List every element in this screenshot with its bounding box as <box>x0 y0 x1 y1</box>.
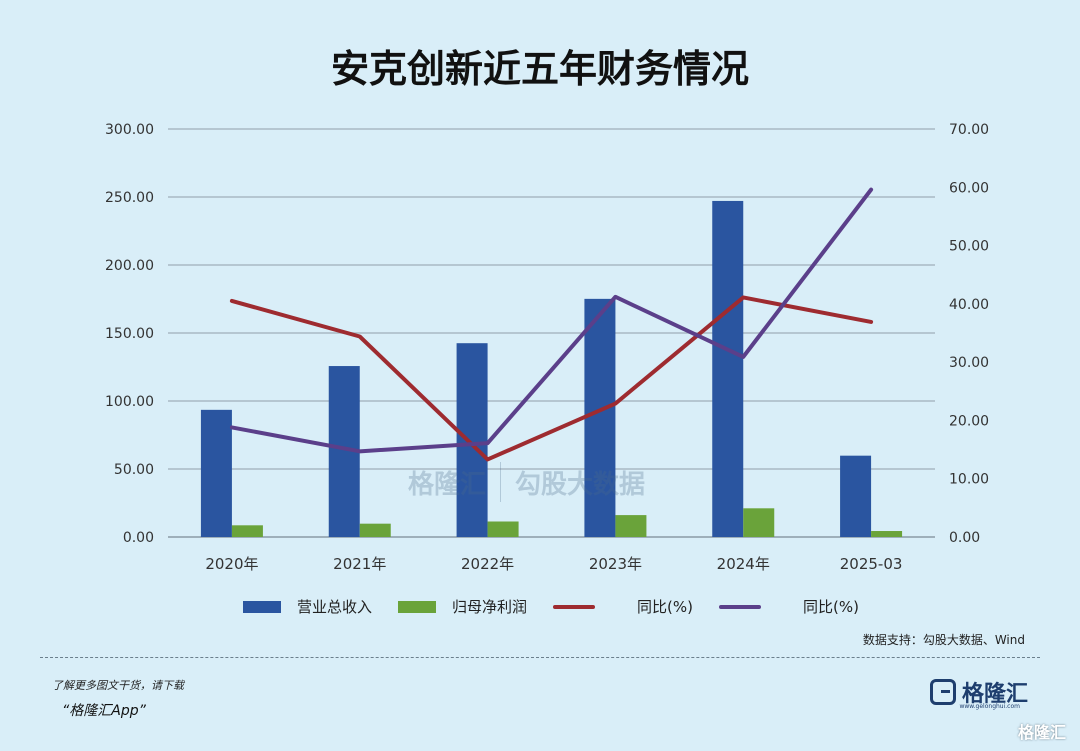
watermark-right: 勾股大数据 <box>515 469 646 500</box>
y-right-tick-label: 60.00 <box>949 180 989 196</box>
footer-app-name: “格隆汇App” <box>62 703 146 719</box>
y-left-tick-label: 100.00 <box>105 394 154 410</box>
y-left-tick-label: 150.00 <box>105 326 154 342</box>
y-right-tick-label: 50.00 <box>949 239 989 255</box>
legend-item-profit: 归母净利润 <box>398 596 527 617</box>
x-tick-label: 2022年 <box>461 555 514 573</box>
x-tick-label: 2021年 <box>333 555 386 573</box>
y-right-tick-label: 20.00 <box>949 413 989 429</box>
bar-profit <box>871 531 903 537</box>
legend-swatch-profit <box>398 600 437 613</box>
footer-divider <box>40 657 1040 658</box>
bar-revenue <box>200 409 232 537</box>
chart-title: 安克创新近五年财务情况 <box>330 47 749 91</box>
legend-item-yoy-purple: 同比(%) <box>719 596 859 617</box>
watermark: 格隆汇 勾股大数据 <box>408 462 645 502</box>
bar-profit <box>743 508 775 537</box>
y-left-tick-label: 0.00 <box>123 530 154 546</box>
legend-label-revenue: 营业总收入 <box>297 598 373 616</box>
watermark-separator <box>500 462 502 502</box>
logo-url: www.gelonghui.com <box>959 703 1020 710</box>
y-right-tick-label: 40.00 <box>949 297 989 313</box>
y-left-tick-label: 250.00 <box>105 190 154 206</box>
data-source: 数据支持：勾股大数据、Wind <box>862 633 1025 647</box>
logo-name: 格隆汇 <box>961 682 1028 707</box>
legend-item-revenue: 营业总收入 <box>243 596 372 617</box>
corner-watermark: 格隆汇 <box>1017 723 1066 742</box>
x-tick-label: 2023年 <box>589 555 642 573</box>
bar-revenue <box>712 200 744 537</box>
bar-revenue <box>584 298 616 537</box>
y-left-tick-label: 300.00 <box>105 122 154 138</box>
line-yoy-purple <box>229 187 874 454</box>
legend-label-yoy-red: 同比(%) <box>637 598 693 616</box>
bar-profit <box>615 515 647 537</box>
brand-logo: 格隆汇 www.gelonghui.com <box>929 676 1028 710</box>
line-yoy-red <box>229 295 874 462</box>
bar-profit <box>231 525 263 537</box>
legend-swatch-yoy-red <box>553 604 596 609</box>
legend-label-profit: 归母净利润 <box>452 598 528 616</box>
legend-swatch-yoy-purple <box>719 604 761 609</box>
footer-cta: 了解更多图文干货，请下载 <box>52 679 184 692</box>
logo-g-icon <box>929 679 956 705</box>
bar-revenue <box>456 343 488 537</box>
legend-label-yoy-purple: 同比(%) <box>803 598 859 616</box>
bar-revenue <box>840 455 872 537</box>
y-left-tick-label: 200.00 <box>105 258 154 274</box>
chart-legend: 营业总收入 归母净利润 同比(%) 同比(%) <box>243 596 885 617</box>
x-tick-label: 2025-03 <box>840 555 903 573</box>
chart-canvas: 0.00 50.00 100.00 150.00 200.00 250.00 300.00 0… <box>105 122 989 573</box>
x-tick-label: 2020年 <box>205 555 258 573</box>
legend-item-yoy-red: 同比(%) <box>553 596 693 617</box>
y-right-tick-label: 70.00 <box>949 122 989 138</box>
y-right-tick-label: 30.00 <box>949 355 989 371</box>
bar-profit <box>359 523 391 537</box>
y-left-tick-label: 50.00 <box>114 462 154 478</box>
watermark-left: 格隆汇 <box>408 469 487 500</box>
bar-profit <box>487 521 519 537</box>
y-right-tick-label: 10.00 <box>949 472 989 488</box>
x-tick-label: 2024年 <box>717 555 770 573</box>
legend-swatch-revenue <box>243 600 281 613</box>
y-right-tick-label: 0.00 <box>949 530 980 546</box>
